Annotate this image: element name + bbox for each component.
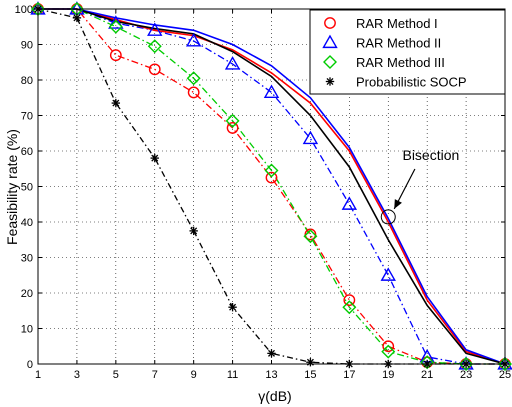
data-point-rar-method-ii: [341, 196, 358, 210]
data-point-rar-method-iii: [459, 357, 474, 371]
data-point-probabilistic-socp: [111, 98, 121, 108]
y-tick-label: 20: [21, 288, 33, 300]
data-point-rar-method-ii: [108, 15, 124, 29]
data-point-probabilistic-socp: [189, 226, 198, 236]
data-point-probabilistic-socp: [150, 153, 159, 163]
plot-frame: [37, 8, 506, 365]
y-tick-label: 10: [21, 324, 33, 336]
x-tick-label: 17: [343, 369, 355, 381]
x-tick-label: 15: [304, 369, 316, 381]
legend: RAR Method I RAR Method II RAR Method III P…: [309, 9, 506, 95]
data-point-rar-method-ii: [224, 56, 241, 70]
y-tick-label: 70: [21, 111, 33, 123]
y-tick-label: 0: [27, 359, 33, 371]
data-point-rar-method-ii: [147, 22, 163, 36]
data-point-rar-method-ii: [263, 84, 280, 99]
data-point-rar-method-ii: [497, 356, 512, 370]
data-point-rar-method-ii: [458, 356, 474, 370]
data-point-rar-method-ii: [185, 33, 202, 47]
x-tick-label: 23: [460, 369, 472, 381]
data-point-rar-method-i: [382, 340, 395, 353]
data-point-probabilistic-socp: [267, 349, 276, 358]
data-point-rar-method-iii: [381, 344, 396, 359]
x-tick-label: 1: [35, 369, 41, 381]
legend-label: RAR Method I: [356, 16, 438, 31]
data-point-probabilistic-socp: [228, 303, 237, 312]
x-tick-label: 13: [265, 369, 277, 381]
x-tick-label: 21: [421, 369, 433, 381]
axis-ticks: 1 3 5 7 9 11 13 15 17 19 21 23 250102030405060708090…: [15, 4, 511, 381]
bisection-arrowhead: [394, 199, 402, 209]
data-point-rar-method-iii: [147, 39, 162, 54]
legend-label: Probabilistic SOCP: [356, 75, 467, 90]
data-point-rar-method-i: [343, 294, 356, 306]
y-tick-label: 30: [21, 253, 33, 265]
y-tick-label: 50: [21, 182, 33, 194]
data-point-rar-method-ii: [380, 267, 396, 281]
legend-marker: [324, 17, 336, 29]
legend-label: RAR Method II: [356, 36, 441, 51]
data-point-rar-method-i: [226, 122, 239, 134]
data-point-probabilistic-socp: [72, 13, 82, 23]
y-tick-label: 100: [15, 4, 33, 16]
bisection-annotation: Bisection: [380, 147, 459, 225]
x-tick-label: 25: [499, 369, 511, 381]
data-point-rar-method-i: [109, 49, 122, 62]
y-tick-label: 60: [21, 146, 33, 158]
x-tick-label: 3: [74, 369, 80, 381]
legend-label: RAR Method III: [356, 55, 445, 70]
data-point-rar-method-i: [187, 86, 200, 99]
data-point-rar-method-iii: [186, 71, 201, 86]
data-point-rar-method-iii: [342, 300, 357, 315]
data-point-rar-method-i: [265, 171, 278, 184]
data-point-rar-method-i: [148, 63, 161, 76]
data-point-probabilistic-socp: [306, 358, 315, 367]
y-tick-label: 80: [21, 75, 33, 87]
data-point-rar-method-ii: [302, 130, 319, 145]
x-tick-label: 9: [191, 369, 197, 381]
x-tick-label: 5: [113, 369, 119, 381]
bisection-label: Bisection: [402, 147, 459, 163]
y-tick-label: 40: [21, 217, 33, 229]
y-tick-label: 90: [21, 40, 33, 52]
solid-red-line: [38, 8, 506, 365]
x-axis-label: γ(dB): [258, 388, 291, 404]
y-axis-label: Feasibility rate (%): [4, 129, 20, 245]
data-point-rar-method-iii: [225, 113, 240, 128]
legend-marker: [322, 34, 338, 49]
x-tick-label: 19: [382, 369, 394, 381]
data-point-rar-method-iii: [498, 357, 512, 371]
data-point-rar-method-iii: [108, 19, 123, 34]
data-point-rar-method-iii: [303, 229, 318, 244]
x-tick-label: 7: [152, 369, 158, 381]
data-point-rar-method-iii: [264, 163, 279, 178]
legend-marker: [325, 77, 335, 86]
legend-marker: [323, 55, 337, 69]
data-point-rar-method-iii: [420, 355, 435, 370]
legend-box: [309, 9, 506, 95]
bisection-ellipse: [380, 209, 396, 225]
x-tick-label: 11: [227, 369, 238, 381]
